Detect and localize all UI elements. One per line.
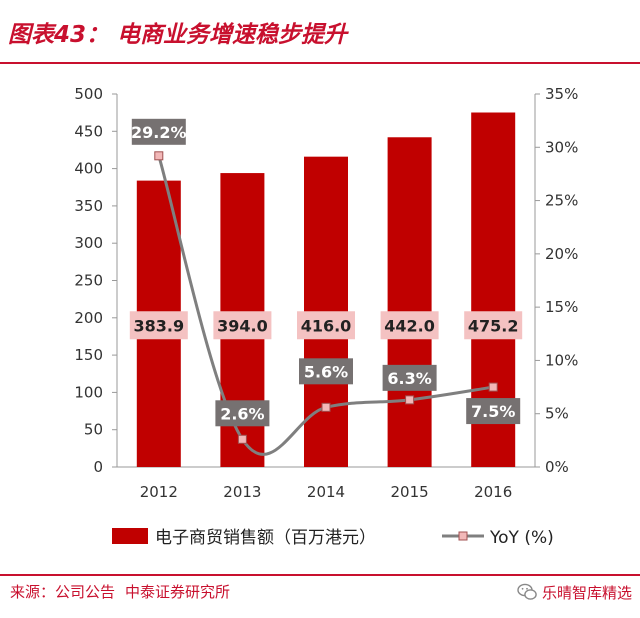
x-tick-label: 2016	[474, 483, 512, 501]
bar	[387, 137, 432, 467]
y-left-tick-label: 150	[74, 346, 103, 364]
bar-data-label: 383.9	[133, 316, 184, 335]
y-left-tick-label: 400	[74, 160, 103, 178]
y-left-tick-label: 0	[93, 458, 103, 476]
yoy-point	[154, 151, 164, 161]
bar-data-label: 475.2	[468, 316, 519, 335]
chart: 0 50 100 150 200 250 300 350 400 450 500 0% 5% 10% 15%…	[74, 85, 578, 548]
y-left-tick-label: 200	[74, 309, 103, 327]
source-label: 来源：公司公告	[10, 583, 116, 601]
bar-data-label: 394.0	[217, 316, 268, 335]
legend-bar-label: 电子商贸销售额（百万港元）	[155, 528, 376, 548]
y-right-tick-label: 25%	[545, 192, 578, 210]
yoy-point	[405, 395, 415, 405]
y-right-tick-label: 30%	[545, 138, 578, 156]
x-tick-label: 2015	[391, 483, 429, 501]
bar-label-box	[464, 311, 523, 340]
wechat-icon	[517, 583, 537, 600]
yoy-label-box	[131, 118, 186, 145]
y-left-tick-label: 100	[74, 383, 103, 401]
y-left-tick-label: 300	[74, 234, 103, 252]
yoy-data-label: 5.6%	[304, 362, 348, 381]
bar-label-box	[380, 311, 439, 340]
yoy-label-box	[466, 398, 521, 425]
bar-label-box	[297, 311, 355, 340]
y-left-tick-label: 250	[74, 272, 103, 290]
y-right-tick-label: 35%	[545, 85, 578, 103]
x-tick-label: 2013	[223, 483, 261, 501]
x-tick-label: 2012	[140, 483, 178, 501]
y-right-tick-label: 10%	[545, 351, 578, 369]
legend-line-marker	[458, 531, 468, 541]
yoy-label-box	[299, 358, 353, 385]
bar-data-label: 442.0	[384, 316, 435, 335]
y-left-tick-label: 500	[74, 85, 103, 103]
yoy-line	[157, 155, 494, 456]
bar-label-box	[129, 311, 188, 340]
title-rule	[0, 62, 640, 64]
bar-label-box	[213, 311, 272, 340]
source-org: 中泰证券研究所	[125, 583, 231, 601]
yoy-point	[488, 382, 498, 392]
yoy-data-label: 6.3%	[387, 369, 431, 388]
y-right-tick-label: 15%	[545, 298, 578, 316]
yoy-label-box	[382, 364, 437, 391]
yoy-data-label: 7.5%	[471, 402, 515, 421]
footer-rule	[0, 574, 640, 576]
yoy-data-label: 2.6%	[220, 404, 264, 423]
legend-bar-swatch	[112, 528, 148, 544]
yoy-label-box	[215, 400, 270, 427]
y-left-tick-label: 350	[74, 197, 103, 215]
yoy-data-label: 29.2%	[131, 123, 187, 142]
watermark-text: 乐晴智库精选	[541, 583, 632, 602]
x-tick-label: 2014	[307, 483, 345, 501]
yoy-point	[321, 402, 331, 412]
y-right-tick-label: 5%	[545, 405, 569, 423]
watermark: 乐晴智库精选	[517, 580, 632, 604]
y-right-tick-label: 20%	[545, 245, 578, 263]
source-note: 来源：公司公告 中泰证券研究所	[10, 580, 240, 604]
y-left-tick-label: 450	[74, 122, 103, 140]
bar-data-label: 416.0	[301, 316, 352, 335]
yoy-point	[237, 434, 247, 444]
y-left-tick-label: 50	[84, 421, 103, 439]
y-right-tick-label: 0%	[545, 458, 569, 476]
legend-line-label: YoY (%)	[489, 528, 554, 548]
figure-title: 图表43： 电商业务增速稳步提升	[8, 22, 348, 48]
